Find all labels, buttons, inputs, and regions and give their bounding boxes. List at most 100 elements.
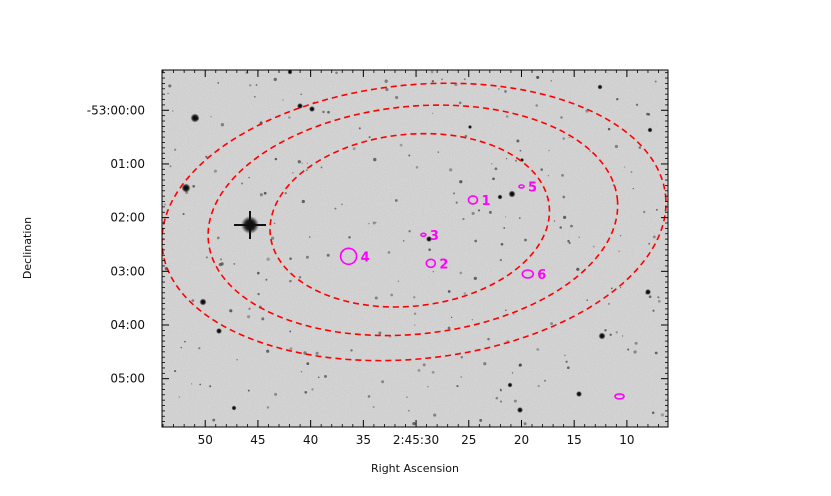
faint-star: [169, 165, 172, 168]
source-marker: [425, 258, 437, 269]
faint-star: [604, 329, 607, 332]
faint-star: [408, 154, 411, 157]
faint-star: [431, 80, 435, 83]
faint-star: [592, 245, 595, 248]
faint-star: [406, 396, 408, 398]
faint-star: [449, 168, 453, 172]
faint-star: [173, 148, 177, 151]
faint-star: [513, 399, 517, 403]
x-tick-label: 25: [461, 433, 476, 447]
faint-star: [619, 235, 622, 237]
faint-star: [648, 295, 652, 299]
faint-star: [450, 316, 453, 319]
faint-star: [266, 257, 270, 261]
faint-star: [241, 182, 244, 185]
faint-star: [306, 162, 309, 164]
faint-star: [536, 347, 540, 351]
faint-star: [523, 422, 527, 426]
faint-star: [233, 262, 236, 265]
faint-star: [306, 362, 310, 365]
x-tick-label: 15: [567, 433, 582, 447]
faint-star: [182, 212, 185, 216]
source-label: 2: [439, 257, 448, 272]
faint-star: [621, 335, 624, 337]
faint-star: [504, 216, 507, 218]
faint-star: [413, 312, 417, 315]
faint-star: [505, 158, 508, 160]
faint-star: [514, 159, 518, 162]
faint-star: [180, 346, 183, 349]
faint-star: [284, 191, 287, 195]
plot-frame: [161, 69, 669, 428]
faint-star: [544, 379, 546, 382]
faint-star: [402, 240, 405, 242]
faint-star: [563, 215, 567, 219]
faint-star: [263, 191, 267, 195]
faint-star: [304, 390, 308, 394]
faint-star: [616, 98, 619, 101]
faint-star: [348, 236, 351, 239]
faint-star: [288, 116, 291, 119]
faint-star: [635, 103, 639, 106]
faint-star: [462, 218, 465, 221]
bright-star: [497, 194, 503, 200]
x-tick-label: 20: [514, 433, 529, 447]
faint-star: [518, 363, 522, 367]
faint-star: [320, 166, 323, 169]
faint-star: [608, 302, 610, 305]
faint-star: [627, 348, 630, 351]
faint-star: [368, 222, 370, 225]
faint-star: [322, 110, 325, 114]
faint-star: [259, 193, 263, 197]
faint-star: [255, 84, 258, 86]
faint-star: [378, 331, 382, 335]
faint-star: [447, 290, 451, 293]
faint-star: [209, 385, 212, 388]
faint-star: [652, 235, 656, 239]
faint-star: [248, 307, 251, 310]
faint-star: [655, 208, 658, 211]
bright-star: [216, 328, 222, 334]
faint-star: [274, 392, 278, 396]
faint-star: [300, 370, 303, 373]
faint-star: [576, 267, 580, 271]
faint-star: [334, 207, 337, 210]
faint-star: [256, 271, 260, 275]
faint-star: [326, 253, 330, 257]
faint-star: [298, 275, 302, 279]
faint-star: [460, 355, 464, 359]
faint-star: [479, 418, 483, 422]
faint-star: [387, 251, 391, 254]
sky-image: [162, 70, 668, 427]
faint-star: [248, 176, 250, 179]
faint-star: [477, 209, 481, 212]
faint-star: [247, 389, 250, 392]
faint-star: [652, 309, 655, 312]
faint-star: [270, 236, 275, 240]
x-tick-label: 35: [356, 433, 371, 447]
faint-star: [213, 169, 217, 173]
faint-star: [372, 221, 376, 225]
faint-star: [643, 210, 646, 214]
faint-star: [190, 383, 193, 385]
y-tick-label: 01:00: [110, 157, 145, 171]
field-stars: [162, 70, 665, 426]
faint-star: [561, 174, 564, 177]
faint-star: [430, 70, 434, 74]
faint-star: [253, 95, 256, 98]
faint-star: [460, 376, 463, 378]
faint-star: [660, 413, 665, 417]
x-tick-label: 50: [198, 433, 213, 447]
faint-star: [289, 347, 293, 351]
x-axis: 50 45 40 35 2:45:30 25 20 15 10: [198, 70, 635, 447]
faint-star: [519, 149, 522, 152]
faint-star: [458, 101, 462, 105]
faint-star: [431, 112, 434, 115]
faint-star: [657, 296, 660, 299]
faint-star: [488, 210, 492, 214]
faint-star: [568, 241, 571, 244]
x-tick-label: 45: [250, 433, 265, 447]
bright-star: [645, 289, 651, 295]
faint-star: [372, 405, 375, 409]
faint-star: [433, 413, 437, 417]
